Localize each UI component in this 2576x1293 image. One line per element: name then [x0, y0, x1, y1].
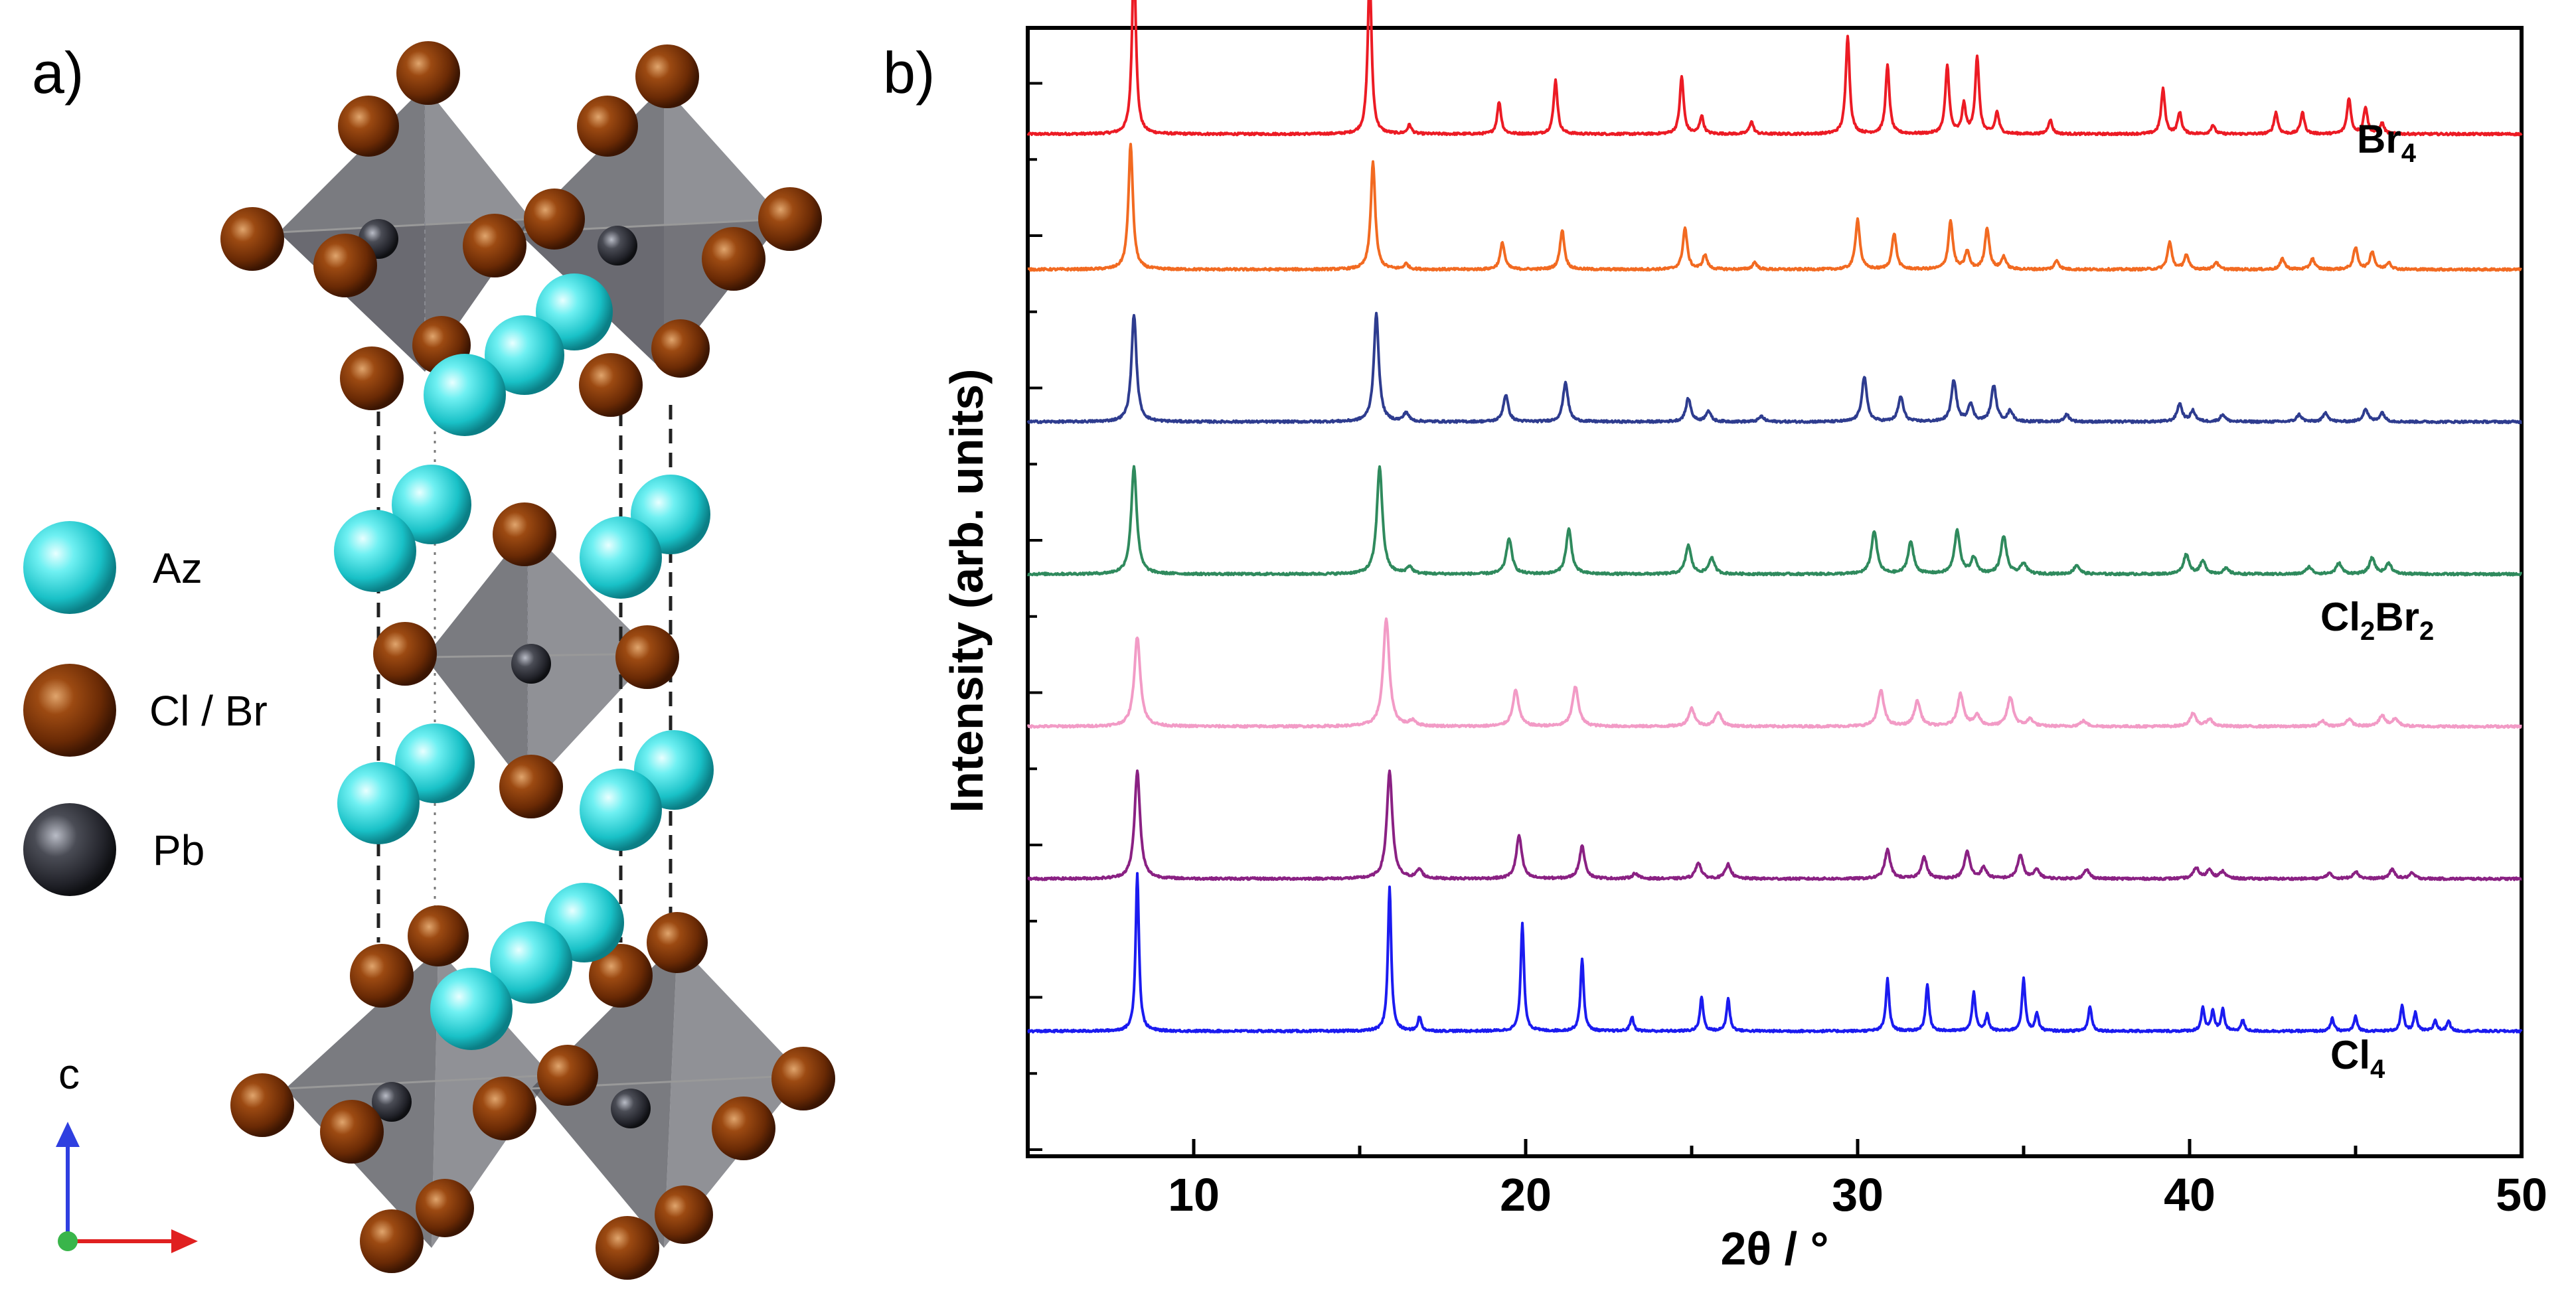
series-line-br3cl	[1027, 143, 2522, 272]
pb-legend-icon	[23, 803, 116, 896]
legend-label-halide: Cl / Br	[149, 687, 268, 735]
az-legend-icon	[23, 521, 116, 614]
az-atoms	[334, 273, 714, 1050]
series-line-br4	[1026, 0, 2523, 137]
arrow-up-icon	[56, 1122, 80, 1147]
series-line-cl2br2	[1026, 465, 2523, 577]
axis-indicator: c	[56, 1050, 198, 1253]
halide-legend-icon	[23, 664, 116, 757]
x-tick-label: 30	[1832, 1169, 1884, 1221]
x-tick-label: 50	[2496, 1169, 2547, 1221]
series-line-cl3br	[1026, 617, 2522, 729]
series-label-cl2br2: Cl2Br2	[2320, 595, 2434, 646]
series-layer	[1026, 0, 2523, 1033]
axis-label-c: c	[58, 1050, 80, 1098]
x-axis-label: 2θ / °	[1720, 1223, 1828, 1274]
panel-b-label: b)	[883, 40, 935, 106]
series-line-cl4	[1027, 872, 2523, 1033]
y-axis-label: Intensity (arb. units)	[941, 369, 993, 813]
arrow-right-icon	[171, 1229, 198, 1253]
legend-item-pb: Pb	[23, 803, 204, 896]
series-label-cl4: Cl4	[2330, 1033, 2385, 1084]
series-line-cl2br2_a	[1026, 311, 2523, 425]
series-labels: Br4 Cl2Br2 Cl4	[2320, 117, 2434, 1084]
legend-label-pb: Pb	[153, 826, 204, 874]
structure-legend: Az Cl / Br Pb	[23, 521, 268, 896]
plot-frame	[1026, 26, 2524, 1158]
octahedron-middle	[424, 528, 655, 790]
panel-a-label: a)	[32, 40, 84, 106]
xrd-chart: 10 20 30 40 50 Br4 Cl2Br2 Cl4 2θ / ° Intensity…	[941, 0, 2547, 1274]
legend-item-az: Az	[23, 521, 202, 614]
halide-atoms	[220, 41, 835, 1280]
legend-item-halide: Cl / Br	[23, 664, 268, 757]
origin-dot-icon	[58, 1231, 78, 1251]
x-tick-label: 40	[2164, 1169, 2215, 1221]
legend-label-az: Az	[153, 544, 202, 592]
x-tick-label: 20	[1500, 1169, 1552, 1221]
x-tick-label: 10	[1168, 1169, 1220, 1221]
series-label-br4: Br4	[2357, 117, 2417, 168]
crystal-structure	[220, 41, 835, 1280]
series-line-cl4_b	[1027, 769, 2522, 881]
ticks-layer: 10 20 30 40 50	[1026, 82, 2547, 1221]
